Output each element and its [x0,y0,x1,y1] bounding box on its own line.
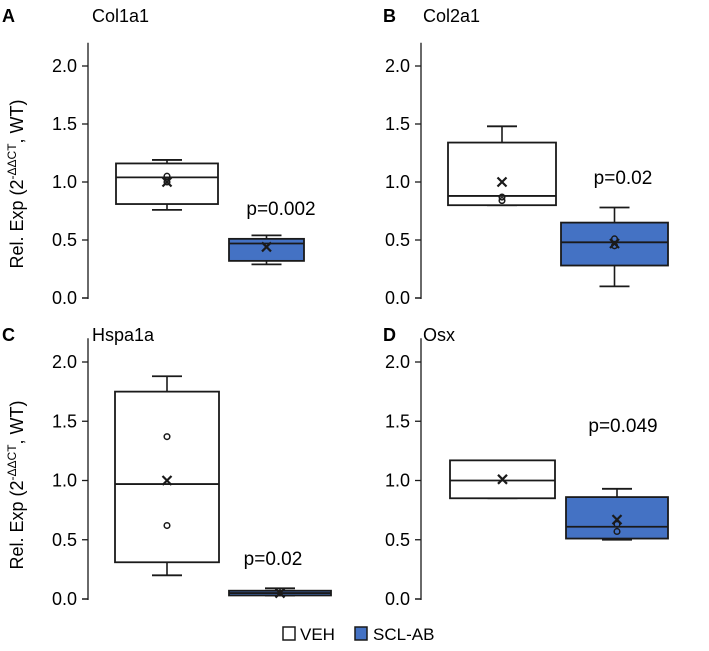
data-point-veh-c [163,433,171,441]
legend-swatch-scl-ab [354,626,368,641]
y-tick-label-c: 2.0 [52,352,77,372]
panel-title-c: Hspa1a [92,325,155,345]
y-tick-label-a: 1.0 [52,172,77,192]
box-scl-ab-c [228,587,332,599]
legend-swatch-veh [282,626,296,641]
panel-letter-c: C [2,325,15,345]
mean-marker-scl-ab-a [261,241,272,253]
y-tick-label-d: 1.0 [385,471,410,491]
box-scl-ab-a [228,234,305,266]
panel-a: A Col1a1 0.0 0.5 1.0 1.5 2.0 Rel. Exp (2-ΔΔCT, … [2,6,316,308]
y-tick-label-d: 2.0 [385,352,410,372]
panel-title-d: Osx [423,325,455,345]
legend: VEH SCL-AB [282,625,434,644]
panels: A Col1a1 0.0 0.5 1.0 1.5 2.0 Rel. Exp (2-ΔΔCT, … [2,6,669,609]
p-value-a: p=0.002 [246,199,315,220]
box-rect-veh-d [449,459,556,500]
mean-marker-scl-ab-b [609,238,620,249]
p-value-d: p=0.049 [588,416,657,437]
y-tick-label-b: 0.0 [385,288,410,308]
data-point-scl-ab-d [613,527,621,536]
box-veh-a [115,159,219,211]
y-tick-label-c: 0.0 [52,589,77,609]
box-rect-scl-ab-a [228,237,305,262]
data-point-veh-b [498,197,506,205]
y-tick-label-b: 0.5 [385,230,410,250]
legend-label-veh: VEH [300,625,335,644]
data-point-veh-c [163,521,171,530]
y-tick-label-d: 0.5 [385,530,410,550]
panel-b: B Col2a1 0.0 0.5 1.0 1.5 2.0 p=0.02 [383,6,669,308]
box-scl-ab-d [565,487,669,541]
data-point-scl-ab-d [613,520,621,528]
y-tick-label-a: 1.5 [52,114,77,134]
y-tick-label-b: 1.0 [385,172,410,192]
mean-marker-veh-b [496,176,508,188]
data-point-scl-ab-b [610,235,619,243]
mean-marker-scl-ab-c [274,587,286,599]
y-axis-label-c: Rel. Exp (2-ΔΔCT, WT) [5,400,27,569]
mean-marker-scl-ab-d [611,514,623,525]
panel-letter-a: A [2,6,15,26]
panel-letter-b: B [383,6,396,26]
box-rect-veh-a [115,162,219,205]
y-tick-label-a: 0.5 [52,230,77,250]
box-veh-d [449,459,556,500]
y-tick-label-a: 0.0 [52,288,77,308]
panel-d: D Osx 0.0 0.5 1.0 1.5 2.0 p=0.049 [383,325,669,609]
y-tick-label-b: 1.5 [385,114,410,134]
data-point-veh-a [163,178,171,186]
box-rect-scl-ab-d [565,496,669,540]
y-tick-label-d: 0.0 [385,589,410,609]
y-tick-label-c: 1.5 [52,411,77,431]
y-tick-label-a: 2.0 [52,56,77,76]
y-axis-label-a: Rel. Exp (2-ΔΔCT, WT) [5,99,27,268]
legend-label-scl-ab: SCL-AB [373,625,434,644]
panel-title-b: Col2a1 [423,6,480,26]
y-tick-label-b: 2.0 [385,56,410,76]
box-rect-veh-c [114,390,220,564]
y-tick-label-c: 0.5 [52,530,77,550]
y-tick-label-c: 1.0 [52,471,77,491]
p-value-c: p=0.02 [244,549,303,570]
box-veh-b [447,125,557,207]
data-point-veh-b [498,193,506,201]
box-scl-ab-b [560,206,669,288]
p-value-b: p=0.02 [594,168,653,189]
mean-marker-veh-a [161,176,173,188]
panel-title-a: Col1a1 [92,6,149,26]
y-tick-label-d: 1.5 [385,411,410,431]
panel-c: C Hspa1a 0.0 0.5 1.0 1.5 2.0 Rel. Exp (2-ΔΔCT, … [2,325,332,609]
panel-letter-d: D [383,325,396,345]
mean-marker-veh-c [161,475,173,486]
mean-marker-veh-d [497,474,508,485]
box-veh-c [114,375,220,577]
